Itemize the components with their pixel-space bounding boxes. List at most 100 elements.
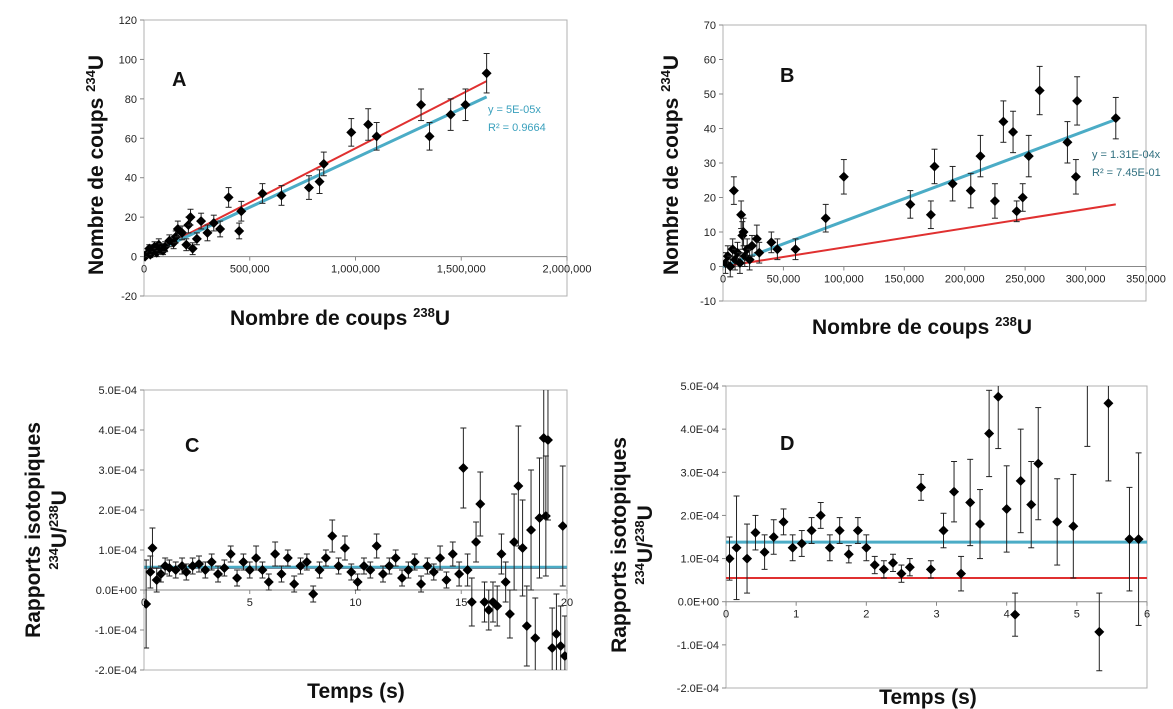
data-point (975, 519, 986, 530)
data-point (202, 227, 213, 238)
data-point (276, 190, 287, 201)
data-point (314, 176, 325, 187)
data-point (738, 227, 749, 237)
data-point (416, 579, 427, 589)
data-point (475, 499, 486, 509)
axis-ticks-a: 0 500,000 1,000,000 1,500,000 2,000,000 -20 0 2… (119, 15, 592, 303)
data-point (747, 240, 758, 251)
x-tick-label: 150,000 (884, 274, 924, 286)
data-point (744, 254, 755, 265)
data-point (481, 68, 492, 79)
data-point (925, 564, 936, 575)
x-tick-label: 5 (1074, 609, 1080, 621)
data-point (371, 131, 382, 142)
data-points-c (144, 390, 567, 670)
x-tick-label: 0 (723, 609, 729, 621)
y-tick-label: 2.0E-04 (680, 510, 719, 522)
data-point (728, 185, 739, 196)
y-axis-title-b: Nombre de coups 234U (658, 55, 683, 275)
y-tick-label: 0.0E+00 (96, 585, 137, 597)
data-point (905, 199, 916, 210)
data-point (187, 243, 198, 254)
data-point (1017, 192, 1028, 203)
x-tick-label: 2 (863, 609, 869, 621)
data-point (1072, 95, 1083, 106)
equation-line-2-a: R² = 0.9664 (488, 122, 546, 134)
data-point (824, 542, 835, 553)
data-point (303, 182, 314, 193)
y-tick-label: 0 (710, 262, 716, 274)
data-point (975, 151, 986, 162)
x-tick-label: 0 (720, 274, 726, 286)
axis-ticks-c: 05101520-2.0E-04-1.0E-040.0E+001.0E-042.… (95, 385, 573, 677)
data-point (479, 597, 490, 607)
data-point (1070, 171, 1081, 182)
x-axis-title-a: Nombre de coups 238U (230, 305, 450, 330)
data-point (904, 562, 915, 573)
y-tick-label: 2.0E-04 (98, 505, 137, 517)
x-tick-label: 350,000 (1126, 274, 1166, 286)
data-point (956, 568, 967, 579)
data-point (339, 543, 350, 553)
y-tick-label: 120 (119, 15, 137, 27)
data-point (852, 525, 863, 536)
data-point (424, 131, 435, 142)
data-point (843, 549, 854, 560)
data-point (295, 561, 306, 571)
data-point (1010, 609, 1021, 620)
data-point (731, 542, 742, 553)
data-point (557, 521, 567, 531)
data-point (787, 542, 798, 553)
data-point (308, 589, 319, 599)
data-point (965, 185, 976, 196)
data-point (834, 525, 845, 536)
data-point (1052, 516, 1063, 527)
y-tick-label: 40 (125, 173, 137, 185)
y-tick-label: 3.0E-04 (98, 465, 137, 477)
data-point (725, 261, 736, 272)
x-tick-label: 20 (561, 597, 573, 609)
data-point (403, 565, 414, 575)
data-point (1103, 398, 1114, 409)
y-tick-label: 100 (119, 54, 137, 66)
data-point (447, 549, 458, 559)
data-point (796, 538, 807, 549)
panel-c: 05101520-2.0E-04-1.0E-040.0E+001.0E-042.… (22, 385, 573, 703)
data-point (768, 532, 779, 542)
data-point (509, 537, 520, 547)
y-tick-label: 60 (704, 55, 716, 67)
data-point (181, 239, 192, 250)
data-point (993, 391, 1004, 402)
fit-lines-b (723, 118, 1117, 268)
data-point (213, 569, 224, 579)
data-point (363, 119, 374, 130)
data-point (346, 127, 357, 138)
data-point (483, 605, 494, 615)
data-point (144, 599, 152, 609)
trend-line (723, 118, 1117, 268)
data-point (257, 188, 268, 199)
data-point (236, 206, 247, 217)
data-point (989, 195, 1000, 206)
data-point (223, 192, 234, 203)
x-tick-label: 1,500,000 (437, 264, 486, 276)
data-point (869, 560, 880, 571)
data-point (232, 573, 243, 583)
equation-line-1-a: y = 5E-05x (488, 104, 541, 116)
data-point (547, 643, 558, 653)
data-point (460, 99, 471, 110)
data-point (428, 567, 439, 577)
data-point (238, 557, 249, 567)
data-point (1124, 534, 1135, 545)
x-tick-label: 100,000 (824, 274, 864, 286)
data-point (409, 557, 420, 567)
x-tick-label: 1 (793, 609, 799, 621)
data-point (555, 641, 566, 651)
data-point (208, 218, 219, 229)
data-point (929, 161, 940, 172)
data-point (371, 541, 382, 551)
x-tick-label: 500,000 (230, 264, 270, 276)
data-point (320, 553, 331, 563)
x-tick-label: 10 (349, 597, 361, 609)
data-point (820, 213, 831, 224)
